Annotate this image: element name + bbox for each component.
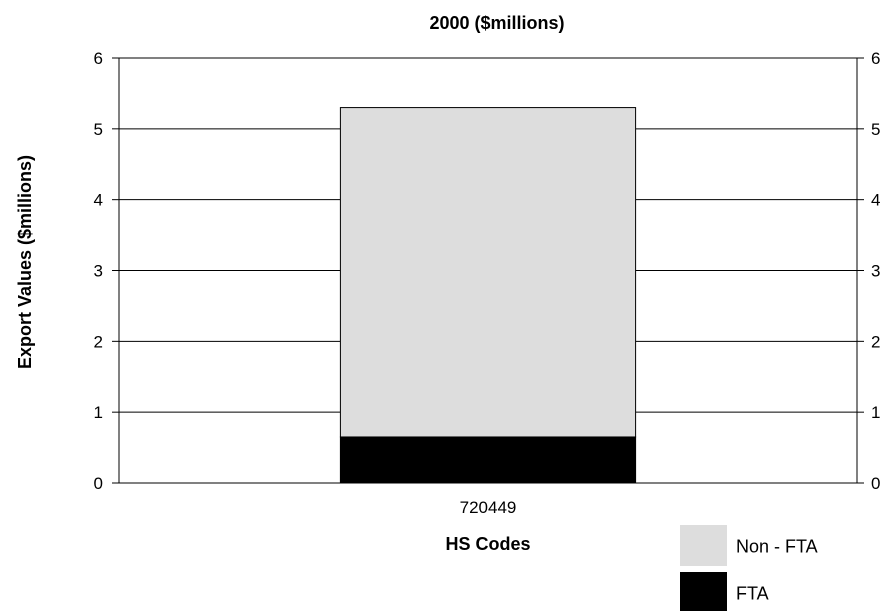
y-tick-label: 2 bbox=[94, 332, 103, 351]
chart-title: 2000 ($millions) bbox=[429, 13, 564, 33]
y-tick-label: 1 bbox=[94, 403, 103, 422]
x-axis: 720449 bbox=[460, 498, 517, 517]
right-y-tick-label: 6 bbox=[871, 49, 880, 68]
bars bbox=[339, 107, 637, 484]
bar-fta bbox=[339, 436, 637, 484]
right-y-tick-label: 3 bbox=[871, 262, 880, 281]
right-y-tick-label: 4 bbox=[871, 191, 880, 210]
y-tick-label: 0 bbox=[94, 474, 103, 493]
legend-label: FTA bbox=[736, 584, 769, 604]
x-axis-title: HS Codes bbox=[445, 534, 530, 554]
y-tick-label: 6 bbox=[94, 49, 103, 68]
legend-swatch bbox=[680, 572, 727, 611]
right-y-tick-label: 0 bbox=[871, 474, 880, 493]
bar-non-fta bbox=[339, 107, 637, 438]
x-tick-label: 720449 bbox=[460, 498, 517, 517]
right-y-tick-label: 2 bbox=[871, 332, 880, 351]
y-axis-title: Export Values ($millions) bbox=[15, 155, 35, 369]
y-tick-label: 5 bbox=[94, 120, 103, 139]
left-y-axis: 0 1 2 3 4 5 6 bbox=[94, 49, 119, 493]
right-y-tick-label: 5 bbox=[871, 120, 880, 139]
legend-label: Non - FTA bbox=[736, 537, 818, 557]
legend-swatch bbox=[680, 525, 727, 566]
right-y-axis: 0 1 2 3 4 5 6 bbox=[857, 49, 880, 493]
y-tick-label: 3 bbox=[94, 262, 103, 281]
right-y-tick-label: 1 bbox=[871, 403, 880, 422]
legend: Non - FTA FTA bbox=[680, 525, 818, 611]
y-tick-label: 4 bbox=[94, 191, 103, 210]
